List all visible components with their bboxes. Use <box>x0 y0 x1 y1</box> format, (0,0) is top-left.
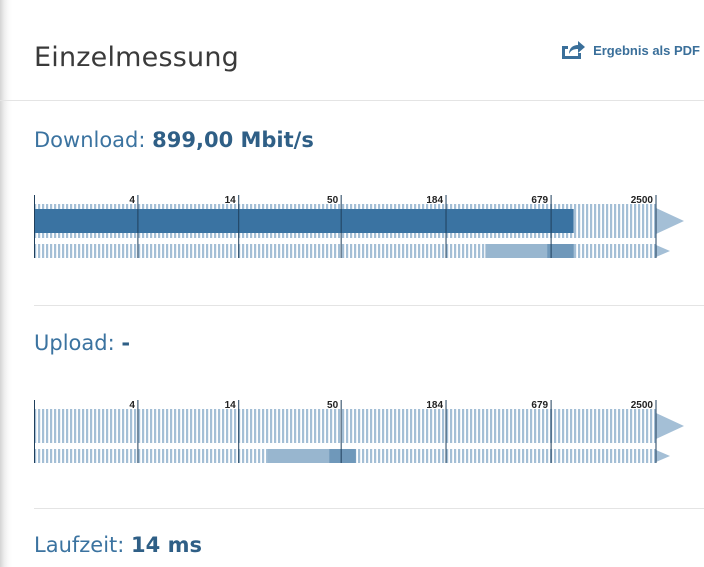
pdf-export-label: Ergebnis als PDF <box>593 42 700 58</box>
sidebar-shadow <box>0 0 12 567</box>
upload-arrow-bottom <box>656 450 670 462</box>
section-divider-2 <box>34 508 704 509</box>
download-meter: 4 14 50 184 679 2500 <box>34 193 686 263</box>
section-divider-1 <box>34 305 704 306</box>
download-tick-label-184: 184 <box>426 195 443 206</box>
share-export-icon <box>559 40 586 60</box>
download-metric: Download: 899,00 Mbit/s <box>34 128 314 152</box>
upload-tick-label-14: 14 <box>225 400 237 411</box>
latency-metric: Laufzeit: 14 ms <box>34 533 202 557</box>
download-tick-label-14: 14 <box>225 195 237 206</box>
upload-arrow-top <box>656 413 684 439</box>
upload-track-top <box>34 409 656 443</box>
upload-tick-label-2500: 2500 <box>631 400 654 411</box>
upload-meter: 4 14 50 184 679 2500 <box>34 398 686 468</box>
download-tick-label-2500: 2500 <box>631 195 654 206</box>
latency-value: 14 ms <box>131 533 202 557</box>
upload-range-band-peak <box>329 449 356 463</box>
download-value: 899,00 Mbit/s <box>152 128 314 152</box>
upload-label: Upload: <box>34 331 115 355</box>
download-tick-label-4: 4 <box>129 195 135 206</box>
download-tick-label-50: 50 <box>327 195 339 206</box>
pdf-export-link[interactable]: Ergebnis als PDF <box>559 40 700 60</box>
header-divider <box>0 100 704 101</box>
upload-tick-label-184: 184 <box>426 400 443 411</box>
download-arrow-bottom <box>656 245 670 257</box>
upload-tick-label-50: 50 <box>327 400 339 411</box>
page-title: Einzelmessung <box>34 42 239 73</box>
upload-tick-label-4: 4 <box>129 400 135 411</box>
latency-label: Laufzeit: <box>34 533 125 557</box>
download-range-band-peak <box>547 244 574 258</box>
download-label: Download: <box>34 128 146 152</box>
upload-value: - <box>121 331 131 355</box>
download-value-fill <box>34 209 574 233</box>
upload-tick-label-679: 679 <box>531 400 548 411</box>
download-tick-label-679: 679 <box>531 195 548 206</box>
download-arrow-top <box>656 208 684 234</box>
upload-metric: Upload: - <box>34 331 130 355</box>
